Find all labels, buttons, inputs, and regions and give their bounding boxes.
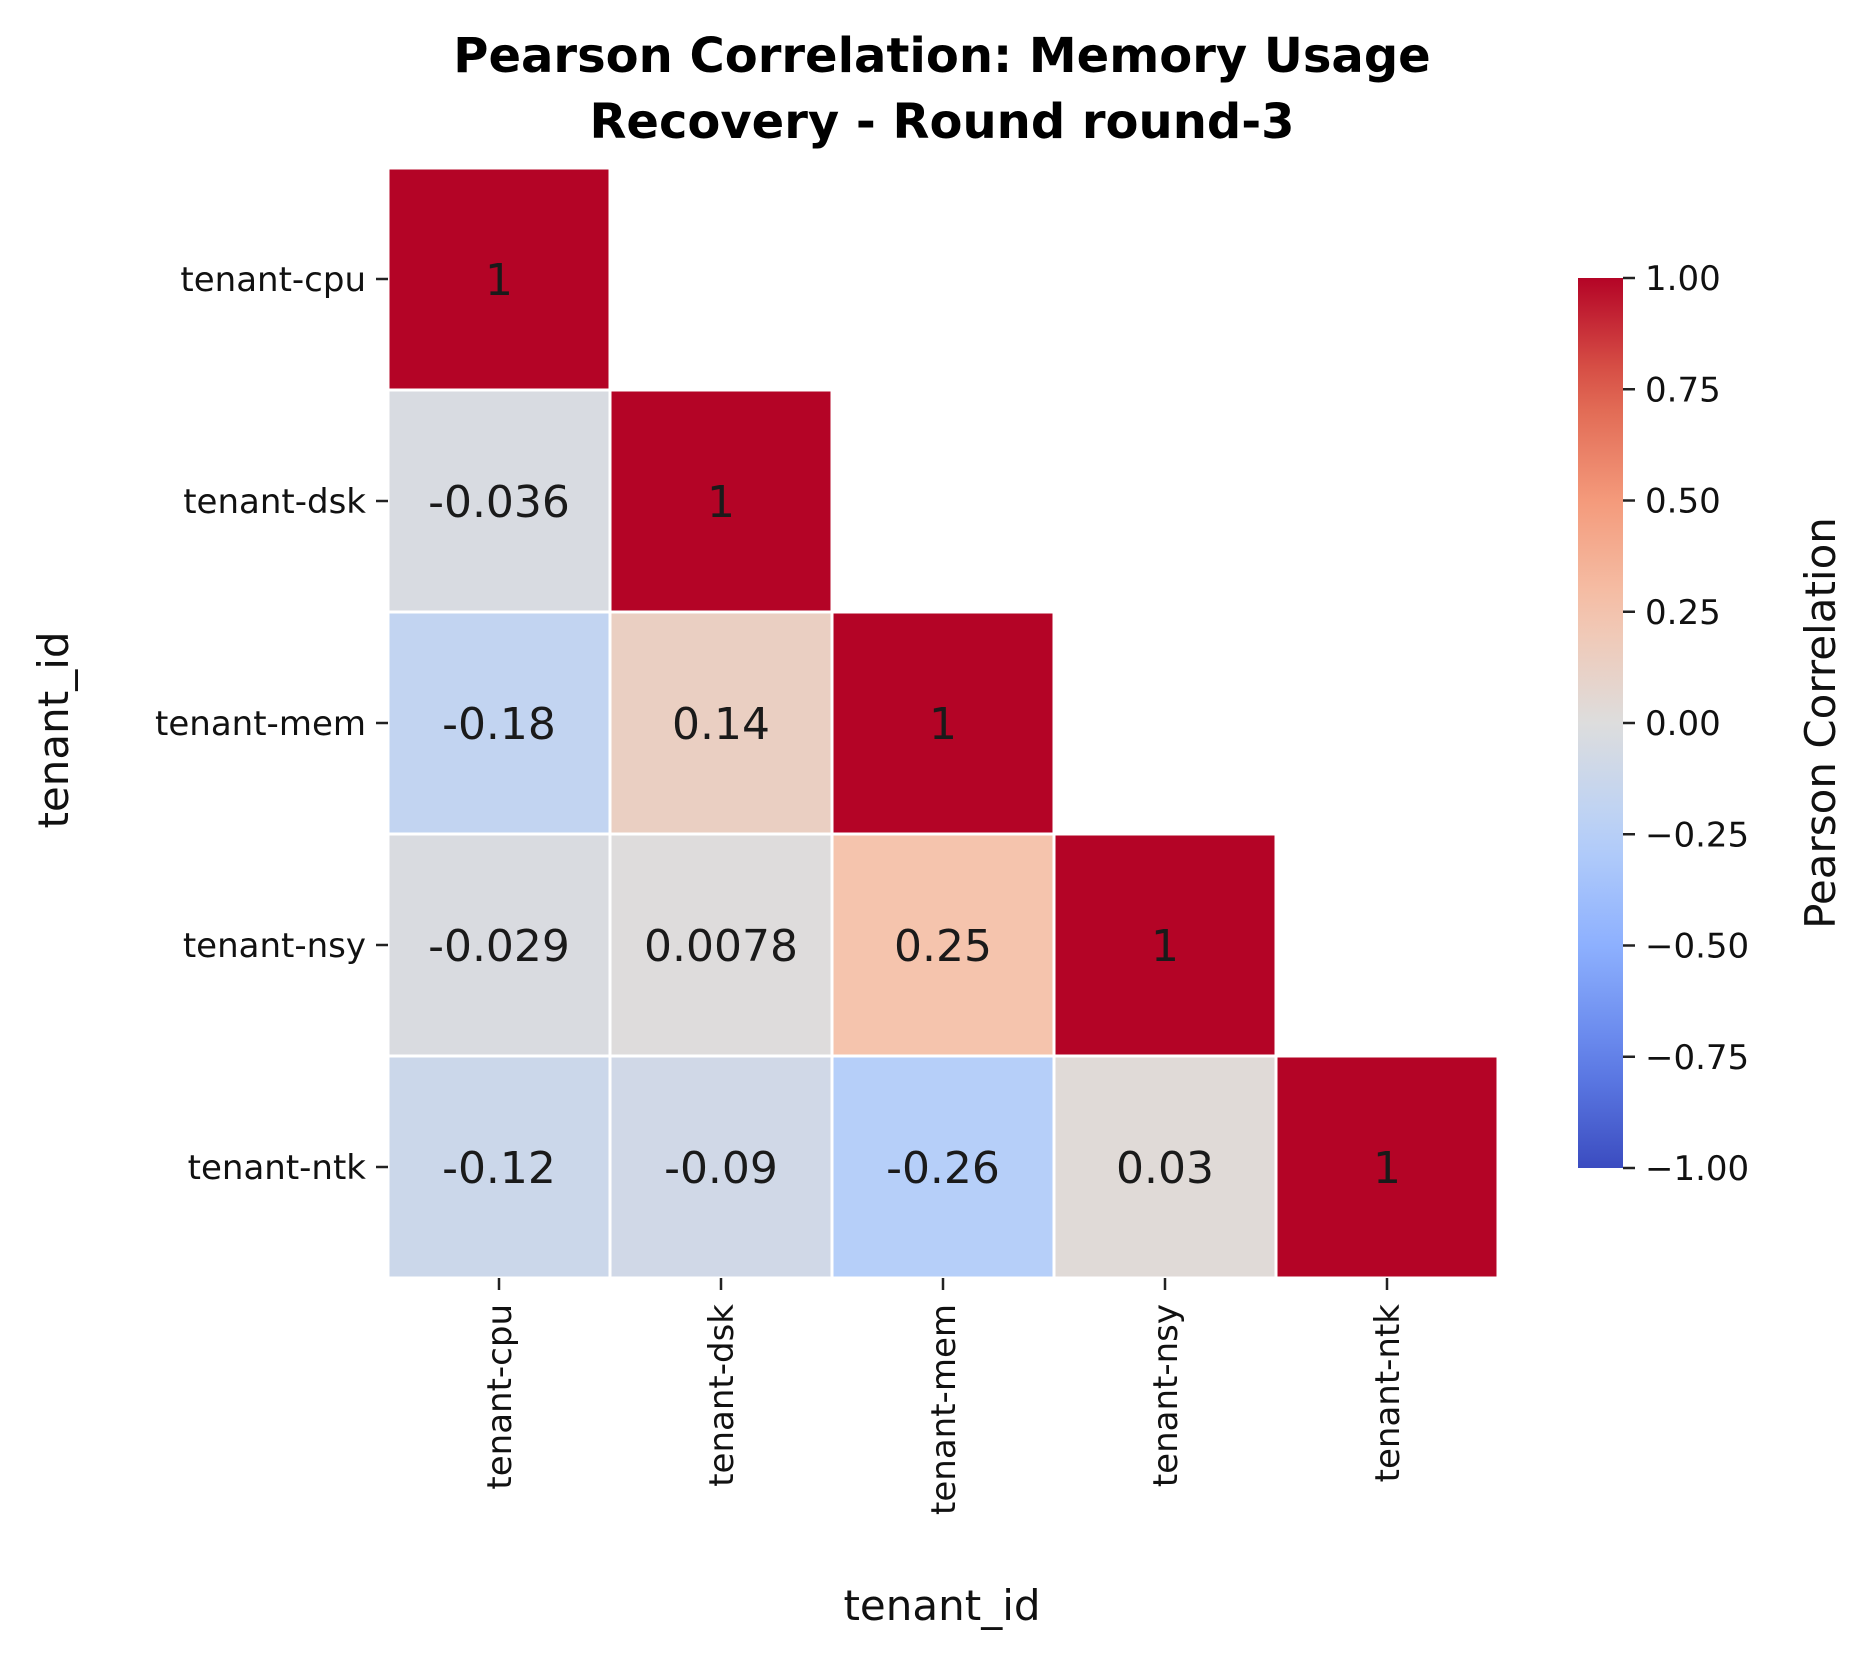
cell-annotation: -0.036 bbox=[428, 477, 570, 528]
colorbar-tick-label: 0.00 bbox=[1645, 704, 1721, 744]
x-axis-ticks: tenant-cpu tenant-dsk tenant-mem tenant-nsy… bbox=[480, 1278, 1408, 1515]
heatmap-cell bbox=[1052, 1054, 1278, 1280]
heatmap-cell bbox=[386, 388, 612, 614]
cell-annotation: 0.14 bbox=[672, 699, 770, 750]
cell-annotation: 1 bbox=[1373, 1143, 1401, 1194]
heatmap-cell bbox=[1052, 832, 1278, 1058]
colorbar-tick-label: 0.50 bbox=[1645, 482, 1721, 522]
cell-annotation: 1 bbox=[929, 699, 957, 750]
y-axis-label: tenant_id bbox=[29, 631, 78, 828]
colorbar-tick-label: −0.25 bbox=[1645, 815, 1749, 855]
x-tick-label: tenant-cpu bbox=[480, 1304, 520, 1490]
colorbar-tick-label: 0.25 bbox=[1645, 593, 1721, 633]
cell-annotation: 1 bbox=[485, 255, 513, 306]
chart-title-line-2: Recovery - Round round-3 bbox=[589, 94, 1294, 150]
y-tick-label: tenant-dsk bbox=[183, 482, 366, 522]
heatmap-cell bbox=[608, 1054, 834, 1280]
heatmap-cell bbox=[608, 610, 834, 836]
colorbar-ticks: 1.00 0.75 0.50 0.25 0.00 −0.25 −0.50 −0.75 −1.00 bbox=[1623, 259, 1749, 1189]
heatmap-cell bbox=[830, 610, 1056, 836]
x-tick-label: tenant-ntk bbox=[1368, 1304, 1408, 1483]
y-tick-label: tenant-mem bbox=[155, 704, 366, 744]
cell-annotation: -0.12 bbox=[442, 1143, 556, 1194]
colorbar-tick-label: 1.00 bbox=[1645, 259, 1721, 299]
x-tick-label: tenant-nsy bbox=[1146, 1304, 1186, 1487]
colorbar-tick-label: −1.00 bbox=[1645, 1149, 1749, 1189]
heatmap-cells bbox=[386, 166, 1500, 1280]
cell-annotation: -0.029 bbox=[428, 921, 570, 972]
x-tick-label: tenant-dsk bbox=[702, 1304, 742, 1487]
cell-annotation: -0.18 bbox=[442, 699, 556, 750]
colorbar-label: Pearson Correlation bbox=[1796, 517, 1845, 929]
cell-annotations: 1 -0.036 1 -0.18 0.14 1 -0.029 0.0078 0.25 1 -0.12… bbox=[428, 255, 1401, 1194]
colorbar bbox=[1578, 278, 1623, 1168]
cell-annotation: 1 bbox=[707, 477, 735, 528]
cell-annotation: 0.25 bbox=[894, 921, 992, 972]
chart-title-line-1: Pearson Correlation: Memory Usage bbox=[453, 28, 1430, 84]
cell-annotation: -0.09 bbox=[664, 1143, 778, 1194]
y-tick-label: tenant-nsy bbox=[183, 926, 366, 966]
heatmap-cell bbox=[1274, 1054, 1500, 1280]
heatmap-cell bbox=[608, 832, 834, 1058]
colorbar-tick-label: −0.50 bbox=[1645, 927, 1749, 967]
y-axis-ticks: tenant-cpu tenant-dsk tenant-mem tenant-nsy… bbox=[155, 260, 388, 1188]
x-tick-label: tenant-mem bbox=[924, 1304, 964, 1515]
colorbar-tick-label: 0.75 bbox=[1645, 370, 1721, 410]
heatmap-cell bbox=[386, 610, 612, 836]
x-axis-label: tenant_id bbox=[843, 1581, 1040, 1630]
heatmap-cell bbox=[830, 1054, 1056, 1280]
heatmap-cell bbox=[608, 388, 834, 614]
cell-annotation: 0.0078 bbox=[644, 921, 798, 972]
y-tick-label: tenant-ntk bbox=[188, 1148, 367, 1188]
cell-annotation: 0.03 bbox=[1116, 1143, 1214, 1194]
y-tick-label: tenant-cpu bbox=[180, 260, 366, 300]
cell-annotation: -0.26 bbox=[886, 1143, 1000, 1194]
cell-annotation: 1 bbox=[1151, 921, 1179, 972]
colorbar-tick-label: −0.75 bbox=[1645, 1038, 1749, 1078]
heatmap-cell bbox=[386, 166, 612, 392]
